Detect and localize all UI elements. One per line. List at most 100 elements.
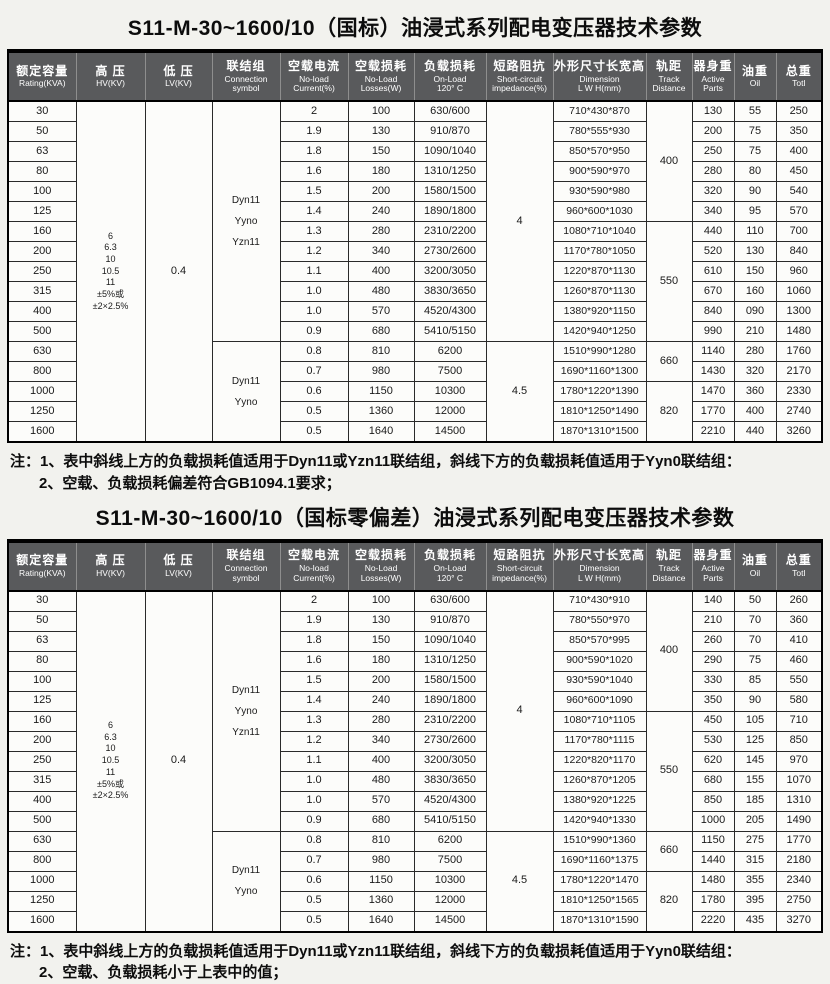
cell-noload_current: 1.3 <box>280 222 348 242</box>
table1-note-1: 注：1、表中斜线上方的负载损耗值适用于Dyn11或Yzn11联结组，斜线下方的负… <box>10 451 830 473</box>
cell-total: 540 <box>776 182 822 202</box>
cell-noload_current: 1.1 <box>280 262 348 282</box>
cell-active_parts: 330 <box>692 671 734 691</box>
col-header-en: HV(KV) <box>77 569 145 579</box>
col-header-zh: 轨距 <box>647 59 692 75</box>
cell-active_parts: 520 <box>692 242 734 262</box>
cell-oil: 80 <box>734 162 776 182</box>
cell-noload_losses: 480 <box>348 282 414 302</box>
cell-active_parts: 670 <box>692 282 734 302</box>
cell-connection: Dyn11 Yyno <box>212 831 280 932</box>
cell-total: 350 <box>776 122 822 142</box>
col-header-zh: 器身重 <box>693 59 734 75</box>
cell-dimension: 930*590*1040 <box>553 671 646 691</box>
cell-noload_losses: 1640 <box>348 911 414 932</box>
col-header-zh: 短路阻抗 <box>487 548 553 564</box>
cell-noload_current: 0.5 <box>280 911 348 932</box>
cell-track: 550 <box>646 222 692 342</box>
cell-active_parts: 1140 <box>692 342 734 362</box>
cell-noload_losses: 130 <box>348 122 414 142</box>
cell-total: 2330 <box>776 382 822 402</box>
cell-active_parts: 1780 <box>692 891 734 911</box>
cell-total: 960 <box>776 262 822 282</box>
cell-oil: 185 <box>734 791 776 811</box>
cell-onload: 630/600 <box>414 591 486 612</box>
cell-oil: 70 <box>734 631 776 651</box>
cell-dimension: 1510*990*1360 <box>553 831 646 851</box>
cell-noload_losses: 180 <box>348 651 414 671</box>
cell-track: 660 <box>646 831 692 871</box>
cell-onload: 3830/3650 <box>414 282 486 302</box>
cell-onload: 2730/2600 <box>414 242 486 262</box>
col-header-zh: 额定容量 <box>9 553 76 569</box>
cell-total: 400 <box>776 142 822 162</box>
table2-title: S11-M-30~1600/10（国标零偏差）油浸式系列配电变压器技术参数 <box>0 502 830 532</box>
col-header-en: Short-circuit impedance(%) <box>487 75 553 95</box>
cell-oil: 145 <box>734 751 776 771</box>
col-header-zh: 低 压 <box>146 553 212 569</box>
cell-oil: 360 <box>734 382 776 402</box>
cell-total: 460 <box>776 651 822 671</box>
cell-rating: 250 <box>8 262 76 282</box>
cell-noload_current: 1.0 <box>280 771 348 791</box>
cell-noload_current: 1.8 <box>280 142 348 162</box>
col-header-en: HV(KV) <box>77 79 145 89</box>
col-header-en: Rating(KVA) <box>9 79 76 89</box>
cell-total: 850 <box>776 731 822 751</box>
cell-noload_losses: 680 <box>348 322 414 342</box>
col-header-zh: 轨距 <box>647 548 692 564</box>
cell-noload_losses: 340 <box>348 731 414 751</box>
cell-active_parts: 680 <box>692 771 734 791</box>
cell-onload: 1580/1500 <box>414 671 486 691</box>
table1-note-2: 2、空载、负载损耗偏差符合GB1094.1要求； <box>10 473 830 495</box>
cell-hv: 6 6.3 10 10.5 11 ±5%或 ±2×2.5% <box>76 101 145 442</box>
cell-dimension: 960*600*1030 <box>553 202 646 222</box>
cell-impedance: 4.5 <box>486 342 553 443</box>
cell-noload_losses: 150 <box>348 631 414 651</box>
cell-rating: 1000 <box>8 382 76 402</box>
table2-section: S11-M-30~1600/10（国标零偏差）油浸式系列配电变压器技术参数 额定… <box>0 502 830 984</box>
cell-onload: 5410/5150 <box>414 811 486 831</box>
cell-noload_current: 1.9 <box>280 122 348 142</box>
table1-notes: 注：1、表中斜线上方的负载损耗值适用于Dyn11或Yzn11联结组，斜线下方的负… <box>10 451 830 495</box>
cell-connection: Dyn11 Yyno Yzn11 <box>212 101 280 342</box>
cell-total: 1070 <box>776 771 822 791</box>
cell-rating: 30 <box>8 591 76 612</box>
cell-track: 400 <box>646 101 692 222</box>
cell-total: 250 <box>776 101 822 122</box>
col-header-zh: 联结组 <box>213 59 280 75</box>
cell-total: 570 <box>776 202 822 222</box>
cell-noload_current: 0.9 <box>280 811 348 831</box>
col-header-en: Track Distance <box>647 564 692 584</box>
col-header-zh: 空载损耗 <box>349 548 414 564</box>
cell-active_parts: 250 <box>692 142 734 162</box>
cell-total: 2340 <box>776 871 822 891</box>
cell-track: 400 <box>646 591 692 712</box>
cell-oil: 75 <box>734 651 776 671</box>
cell-noload_current: 0.6 <box>280 382 348 402</box>
cell-noload_losses: 1360 <box>348 402 414 422</box>
col-header-zh: 高 压 <box>77 553 145 569</box>
cell-active_parts: 320 <box>692 182 734 202</box>
table1-title: S11-M-30~1600/10（国标）油浸式系列配电变压器技术参数 <box>0 12 830 42</box>
cell-noload_losses: 100 <box>348 591 414 612</box>
cell-onload: 1890/1800 <box>414 691 486 711</box>
cell-rating: 800 <box>8 362 76 382</box>
cell-active_parts: 200 <box>692 122 734 142</box>
cell-lv: 0.4 <box>145 101 212 442</box>
cell-track: 660 <box>646 342 692 382</box>
cell-oil: 50 <box>734 591 776 612</box>
cell-track: 550 <box>646 711 692 831</box>
cell-rating: 630 <box>8 831 76 851</box>
cell-active_parts: 260 <box>692 631 734 651</box>
cell-oil: 150 <box>734 262 776 282</box>
cell-active_parts: 340 <box>692 202 734 222</box>
